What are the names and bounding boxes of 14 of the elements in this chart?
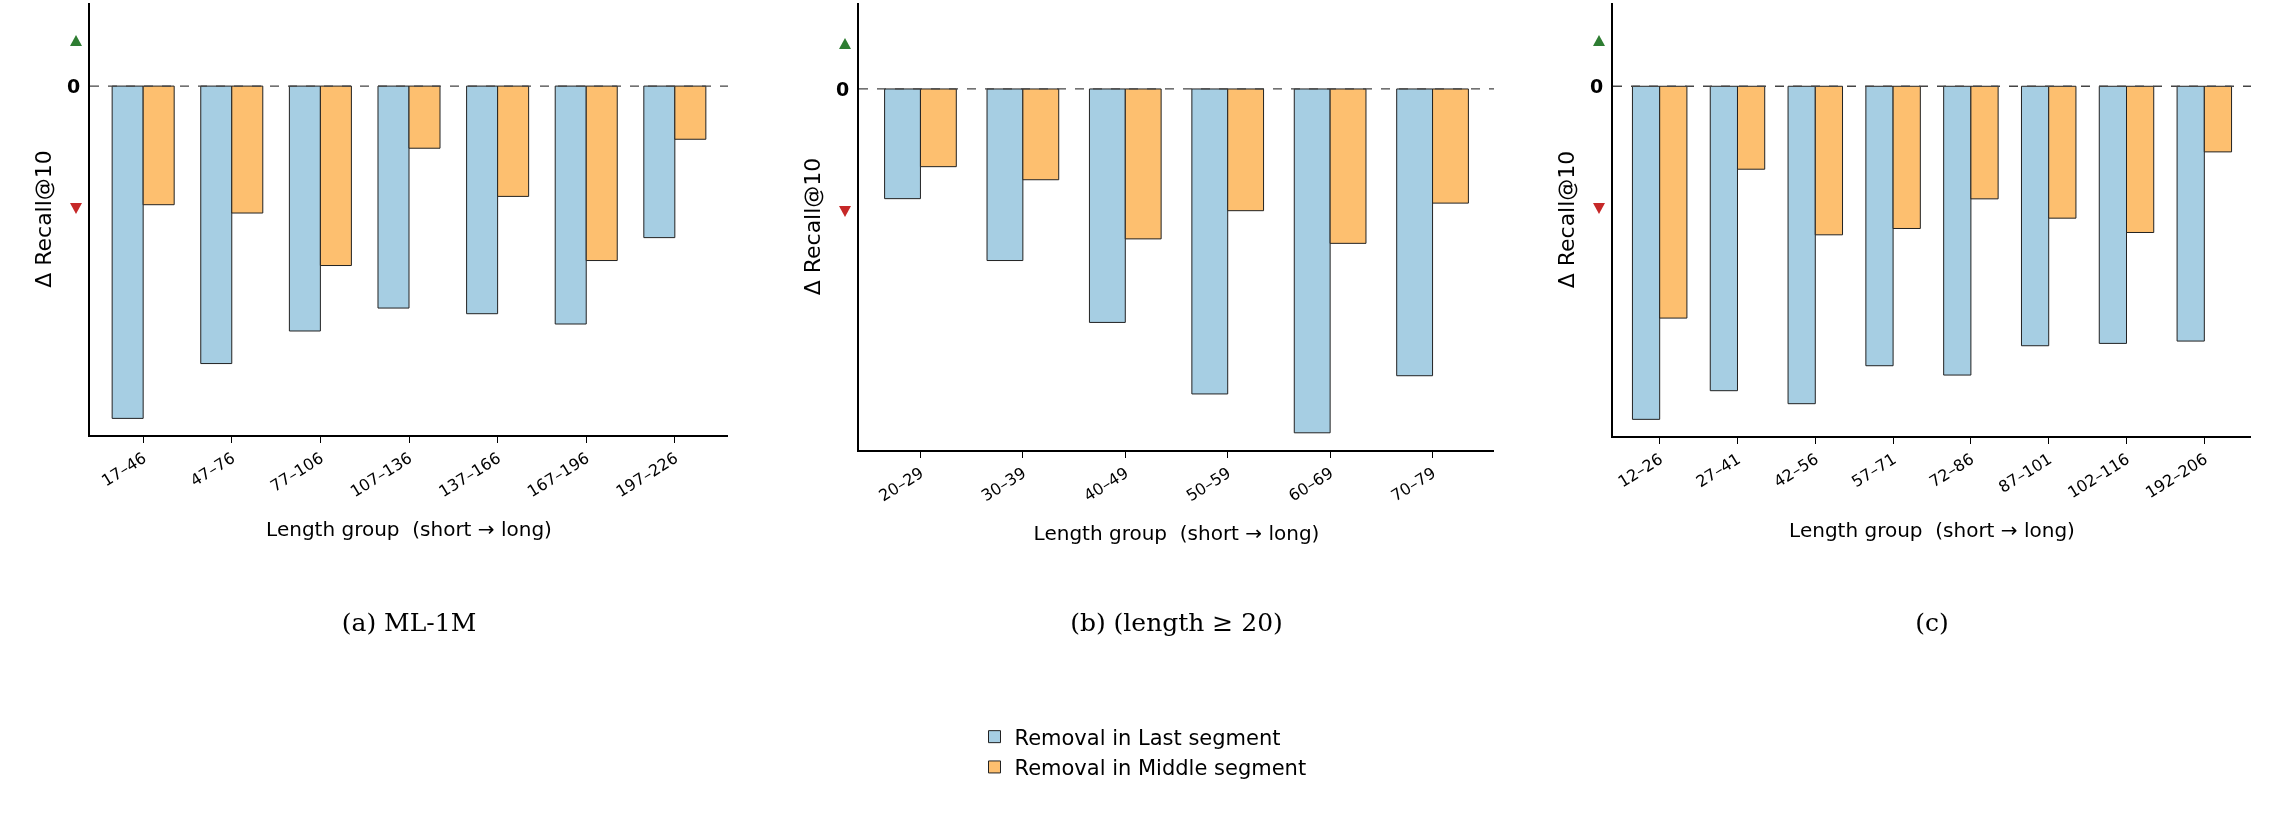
legend-label: Removal in Middle segment	[1014, 756, 1307, 781]
text: (c)	[1915, 607, 1949, 637]
x-axis-title: Length group (short → long)	[1033, 521, 1320, 546]
y-axis-title: Δ Recall@10	[800, 157, 826, 296]
ref-line-label: 0	[836, 78, 850, 100]
text: (a) ML-1M	[341, 607, 477, 637]
x-axis-title: Length group (short → long)	[1789, 517, 2075, 542]
y-axis-title: Δ Recall@10	[31, 150, 57, 288]
text: (b) (length ≥ 20)	[1070, 607, 1283, 637]
legend-label: Removal in Last segment	[1014, 725, 1281, 750]
ref-line-label: 0	[1590, 75, 1604, 97]
y-axis-title: Δ Recall@10	[1554, 150, 1580, 289]
ref-line-label: 0	[67, 75, 81, 97]
x-axis-title: Length group (short → long)	[266, 516, 552, 541]
